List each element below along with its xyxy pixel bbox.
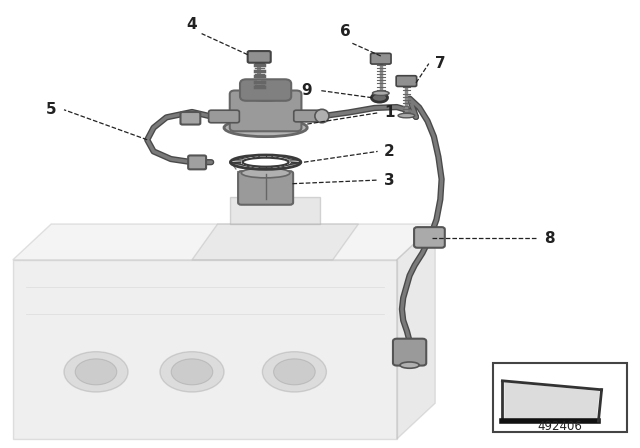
Text: 5: 5	[45, 102, 56, 117]
Polygon shape	[230, 197, 320, 224]
Ellipse shape	[398, 113, 415, 118]
Text: 7: 7	[435, 56, 446, 71]
Text: 8: 8	[544, 231, 555, 246]
FancyBboxPatch shape	[209, 110, 239, 123]
Ellipse shape	[315, 109, 329, 123]
Ellipse shape	[241, 83, 291, 101]
Ellipse shape	[274, 359, 316, 385]
Polygon shape	[13, 260, 397, 439]
Polygon shape	[192, 224, 358, 260]
FancyBboxPatch shape	[180, 112, 200, 125]
Ellipse shape	[371, 93, 388, 102]
Text: 9: 9	[301, 83, 312, 98]
Text: 1: 1	[384, 105, 394, 121]
Polygon shape	[13, 224, 435, 260]
FancyBboxPatch shape	[371, 53, 391, 64]
FancyBboxPatch shape	[248, 51, 271, 63]
FancyBboxPatch shape	[240, 79, 291, 101]
Ellipse shape	[160, 352, 224, 392]
FancyBboxPatch shape	[238, 171, 293, 205]
Bar	[493, 363, 627, 432]
FancyBboxPatch shape	[294, 110, 323, 122]
FancyBboxPatch shape	[230, 90, 301, 131]
Ellipse shape	[224, 119, 307, 137]
FancyBboxPatch shape	[396, 76, 417, 86]
FancyBboxPatch shape	[393, 339, 426, 366]
Polygon shape	[397, 224, 435, 439]
FancyBboxPatch shape	[414, 227, 445, 248]
Text: 6: 6	[340, 25, 351, 39]
Text: 3: 3	[384, 172, 395, 188]
Text: 4: 4	[187, 17, 197, 32]
Ellipse shape	[241, 168, 290, 178]
Text: 492406: 492406	[538, 420, 582, 434]
Polygon shape	[504, 382, 600, 420]
FancyBboxPatch shape	[188, 155, 206, 169]
Ellipse shape	[400, 362, 419, 368]
Ellipse shape	[372, 91, 389, 95]
Ellipse shape	[172, 359, 212, 385]
Ellipse shape	[262, 352, 326, 392]
Text: 2: 2	[384, 144, 395, 159]
Ellipse shape	[64, 352, 128, 392]
Ellipse shape	[76, 359, 116, 385]
